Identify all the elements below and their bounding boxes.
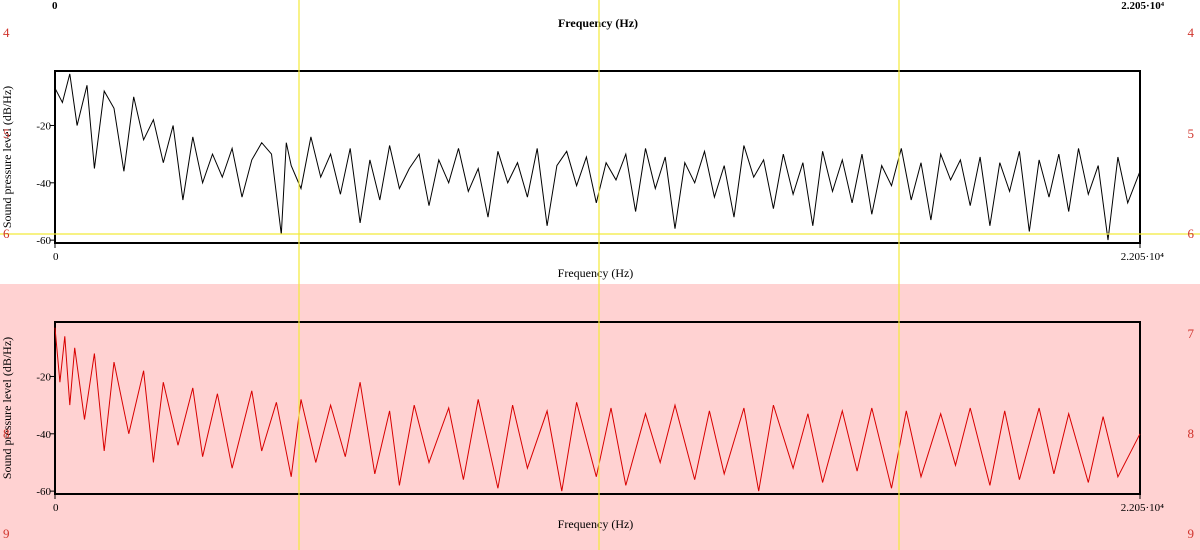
ruler-right-tick-8: 8: [1187, 426, 1195, 441]
plot-frame: [54, 321, 1141, 495]
y-tick-label: -20: [36, 371, 51, 383]
ruler-left-tick-6: 6: [3, 226, 10, 241]
chart-marks: -20 -40 -600 2.205·10⁴: [36, 327, 1164, 514]
spectrum-chart-bottom: -20 -40 -600 2.205·10⁴ Sound pressure level…: [0, 321, 1164, 531]
x-tick-label: 2.205·10⁴: [1121, 502, 1164, 514]
ruler-left-tick-5: 5: [3, 126, 10, 141]
ruler-right-tick-9: 9: [1187, 526, 1195, 541]
y-tick-label: -60: [36, 486, 51, 498]
y-axis-label: Sound pressure level (dB/Hz): [0, 86, 14, 228]
x-axis-label: Frequency (Hz): [558, 517, 634, 531]
top-xlabel: Frequency (Hz): [558, 16, 638, 30]
ruler-left-tick-8: 8: [3, 426, 10, 441]
y-tick-label: -60: [36, 235, 51, 247]
spectrum-line: [54, 73, 1141, 241]
top-x-max-label: 2.205·10⁴: [1121, 0, 1164, 12]
ruler-left-tick-9: 9: [3, 526, 10, 541]
x-tick-label: 2.205·10⁴: [1121, 251, 1164, 263]
spectrum-line: [54, 327, 1141, 492]
ruler-right-tick-5: 5: [1187, 126, 1195, 141]
top-x-min-label: 0: [52, 0, 58, 12]
y-tick-label: -40: [36, 178, 51, 190]
y-tick-label: -40: [36, 429, 51, 441]
spectrum-chart-top: -20 -40 -600 2.205·10⁴ Sound pressure level…: [0, 70, 1164, 280]
ruler-right-tick-6: 6: [1187, 226, 1195, 241]
x-axis-label: Frequency (Hz): [558, 266, 634, 280]
selection-highlight: [0, 284, 1200, 550]
x-tick-label: 0: [53, 251, 59, 263]
chart-marks: -20 -40 -600 2.205·10⁴: [36, 73, 1164, 263]
y-axis-label: Sound pressure level (dB/Hz): [0, 337, 14, 479]
ruler-right-tick-4: 4: [1187, 25, 1195, 40]
top-remnant: 0 2.205·10⁴ Frequency (Hz): [52, 0, 1165, 30]
ruler-right-tick-7: 7: [1187, 326, 1195, 341]
ruler-left-tick-4: 4: [3, 25, 10, 40]
y-tick-label: -20: [36, 120, 51, 132]
plot-frame: [54, 70, 1141, 244]
x-tick-label: 0: [53, 502, 59, 514]
